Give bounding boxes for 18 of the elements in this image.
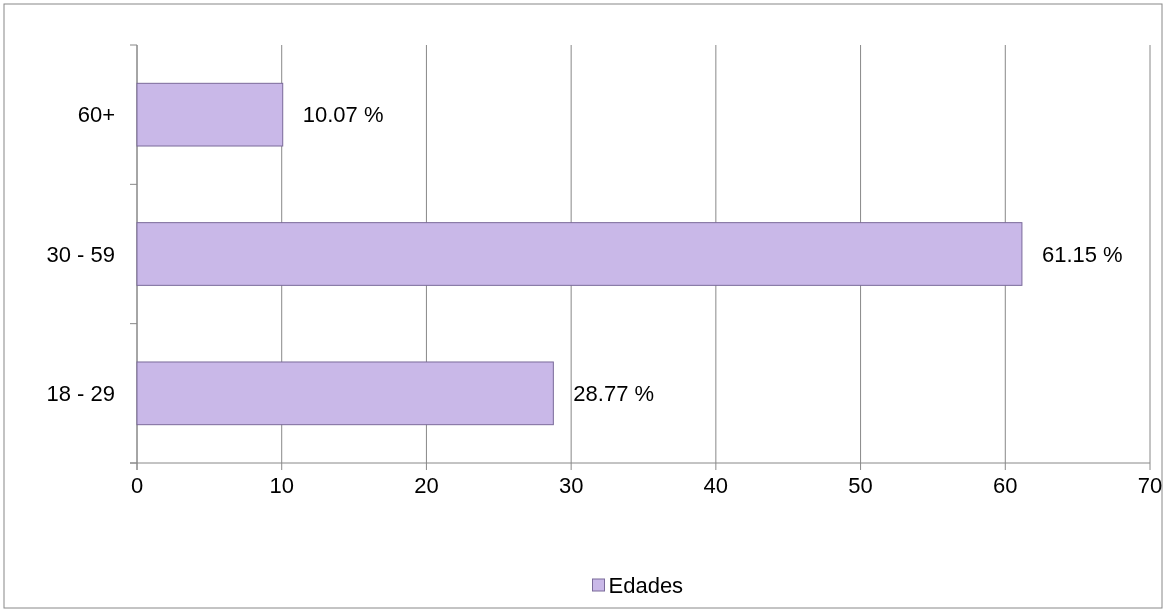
data-label: 28.77 %: [573, 381, 655, 407]
y-tick-label: 18 - 29: [46, 381, 115, 407]
x-tick-label: 40: [703, 473, 729, 498]
x-tick-label: 70: [1137, 473, 1163, 498]
bar: [136, 361, 554, 426]
x-tick-label: 30: [558, 473, 584, 498]
bar: [136, 222, 1023, 286]
x-tick-label: 50: [848, 473, 873, 498]
x-tick-label: 10: [269, 473, 294, 498]
legend-label: Edades: [608, 572, 684, 598]
x-tick-label: 0: [130, 473, 144, 498]
x-tick-label: 20: [414, 473, 439, 498]
data-label: 10.07 %: [302, 102, 384, 128]
x-tick-label: 60: [993, 473, 1018, 498]
data-label: 61.15 %: [1041, 241, 1123, 267]
y-tick-label: 60+: [77, 102, 115, 128]
bar: [136, 82, 284, 147]
y-tick-label: 30 - 59: [46, 241, 115, 267]
